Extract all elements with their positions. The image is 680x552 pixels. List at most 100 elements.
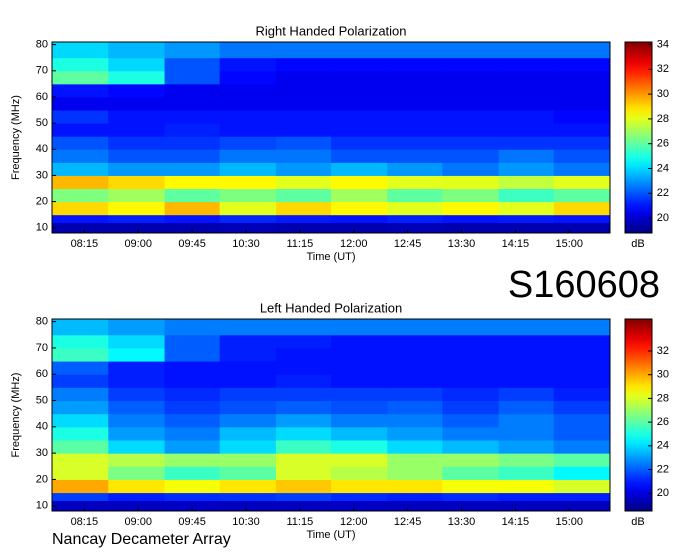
heatmap-cell [387,453,443,467]
heatmap-cell [275,479,332,494]
heatmap-cell [387,222,443,234]
heatmap-cell [108,347,166,362]
heatmap-cell [442,439,500,454]
heatmap-cell [387,413,443,428]
heatmap-cell [331,453,388,467]
heatmap-cell [387,466,443,480]
colorbar-tick-label: 30 [657,88,669,100]
heatmap-cell [442,334,500,349]
heatmap-cell [553,347,611,362]
heatmap-cell [164,466,221,480]
heatmap-cell [387,426,443,441]
heatmap-cell [553,374,611,388]
heatmap-cell [275,319,332,336]
heatmap-cell [331,175,388,190]
heatmap-cell [498,123,555,137]
heatmap-cell [108,83,166,98]
heatmap-cell [275,453,332,467]
heatmap-cell [331,387,388,402]
colorbar-tick-label: 32 [657,63,669,75]
heatmap-cell [219,319,277,336]
heatmap-cell [219,361,277,375]
heatmap-cell [219,214,277,224]
heatmap-cell [52,374,109,388]
heatmap-cell [442,361,500,375]
x-tick-label: 15:00 [556,516,584,528]
heatmap-cell [52,188,109,203]
heatmap-cell [52,201,109,216]
y-tick-label: 40 [36,421,48,433]
heatmap-cell [275,175,332,190]
heatmap-cell [164,110,221,124]
heatmap-cell [387,400,443,415]
heatmap-cell [275,500,332,512]
heatmap-cell [387,123,443,137]
heatmap-cell [387,334,443,349]
heatmap-cell [275,136,332,150]
heatmap-cell [164,42,221,59]
heatmap-cell [52,123,109,137]
heatmap-cell [108,201,166,216]
heatmap-cell [164,319,221,336]
colorbar-tick-label: 32 [657,345,669,357]
x-tick-label: 09:00 [124,238,152,250]
heatmap-cell [52,439,109,454]
heatmap-cell [275,83,332,98]
heatmap-cell [553,361,611,375]
heatmap-cell [553,492,611,501]
heatmap-cell [108,222,166,234]
heatmap-cell [275,96,332,111]
colorbar-tick-label: 28 [657,113,669,125]
heatmap-cell [52,57,109,72]
heatmap-cell [331,149,388,163]
heatmap-cell [275,201,332,216]
heatmap-cell [164,149,221,163]
heatmap-cell [219,57,277,72]
heatmap-cell [553,222,611,234]
heatmap-cell [442,466,500,480]
colorbar-tick-label: 26 [657,416,669,428]
heatmap-cell [387,500,443,512]
heatmap-cell [331,70,388,85]
heatmap-cell [108,110,166,124]
heatmap-cell [442,400,500,415]
heatmap-cell [164,413,221,428]
x-tick-label: 08:15 [71,516,99,528]
y-tick-label: 70 [36,65,48,77]
heatmap-cell [108,188,166,203]
heatmap-cell [52,110,109,124]
heatmap-cell [331,334,388,349]
heatmap-cell [387,201,443,216]
heatmap-cell [275,222,332,234]
heatmap-cell [331,96,388,111]
heatmap-cell [275,334,332,349]
heatmap-cell [442,500,500,512]
heatmap-cell [442,149,500,163]
heatmap-cell [275,361,332,375]
heatmap-cell [275,492,332,501]
heatmap-cell [442,83,500,98]
heatmap-cell [108,439,166,454]
y-tick-label: 80 [36,316,48,328]
colorbar-tick-label: 24 [657,162,669,174]
heatmap-cell [387,374,443,388]
colorbar-tick-label: 30 [657,369,669,381]
heatmap-cell [164,479,221,494]
colorbar-tick-label: 20 [657,212,669,224]
heatmap-cell [553,201,611,216]
heatmap-cell [498,188,555,203]
heatmap-cell [52,400,109,415]
x-tick-label: 12:45 [394,238,422,250]
heatmap-cell [52,162,109,176]
heatmap-cell [164,387,221,402]
heatmap-cell [275,426,332,441]
heatmap-cell [387,162,443,176]
heatmap-cell [164,57,221,72]
heatmap-cell [442,136,500,150]
heatmap-cell [498,201,555,216]
heatmap-cell [164,361,221,375]
plot-frame [51,41,611,234]
heatmap-cell [108,319,166,336]
heatmap-cell [52,453,109,467]
heatmap-cell [108,387,166,402]
